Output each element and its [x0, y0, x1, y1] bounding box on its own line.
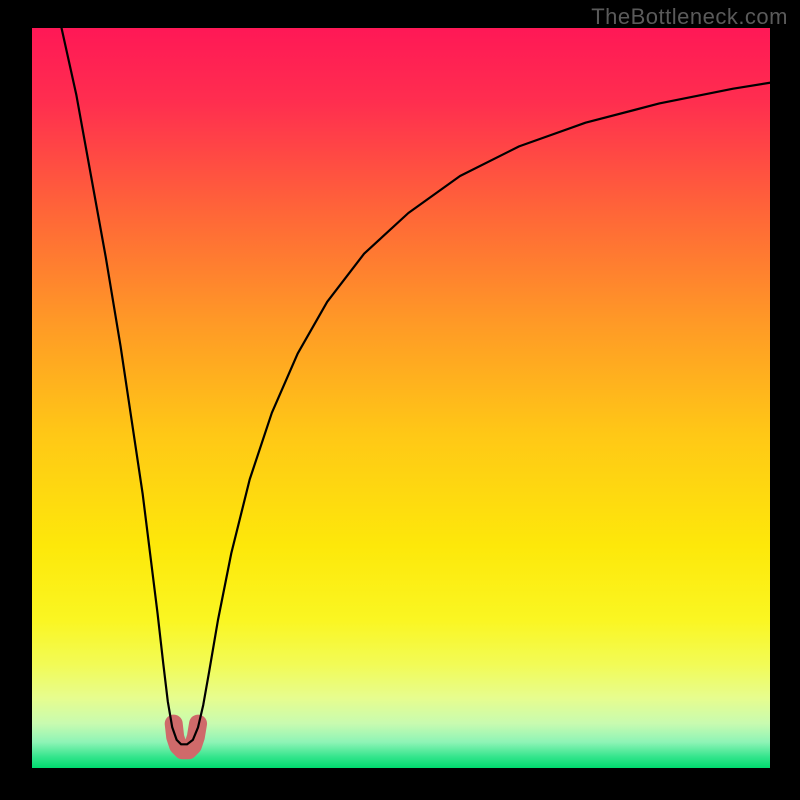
bottleneck-chart — [0, 0, 800, 800]
watermark-text: TheBottleneck.com — [591, 4, 788, 30]
gradient-background — [32, 28, 770, 768]
chart-frame: TheBottleneck.com — [0, 0, 800, 800]
